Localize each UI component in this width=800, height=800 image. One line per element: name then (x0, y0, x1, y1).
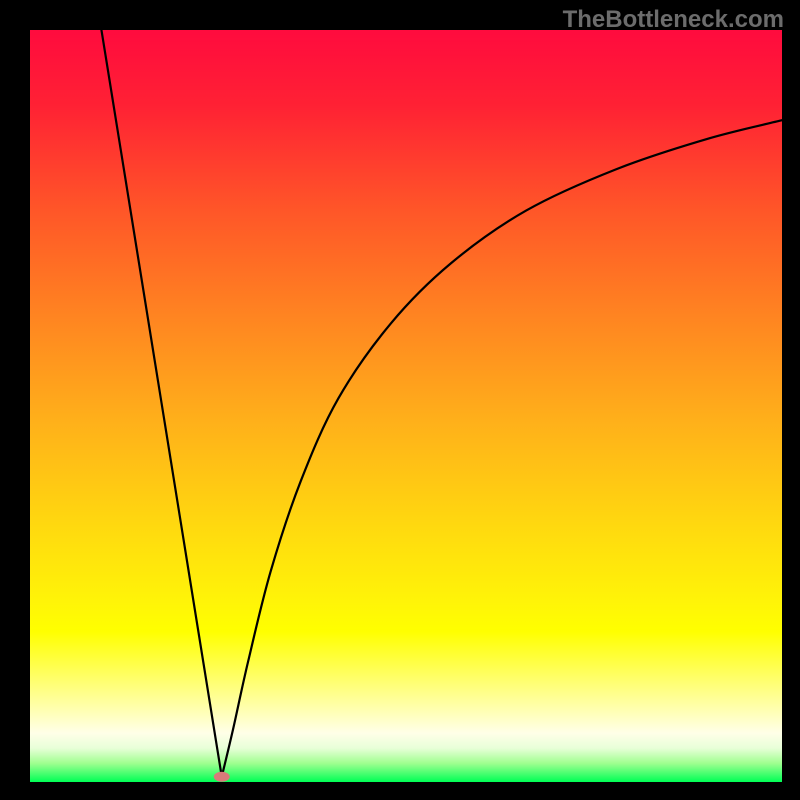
watermark-text: TheBottleneck.com (563, 6, 784, 34)
chart-container: TheBottleneck.com (0, 0, 800, 800)
frame-border-bottom (0, 782, 800, 800)
frame-border-left (0, 0, 30, 800)
minimum-point-marker (214, 772, 230, 782)
bottleneck-chart-svg (0, 0, 800, 800)
frame-border-right (782, 0, 800, 800)
plot-background (30, 30, 782, 782)
